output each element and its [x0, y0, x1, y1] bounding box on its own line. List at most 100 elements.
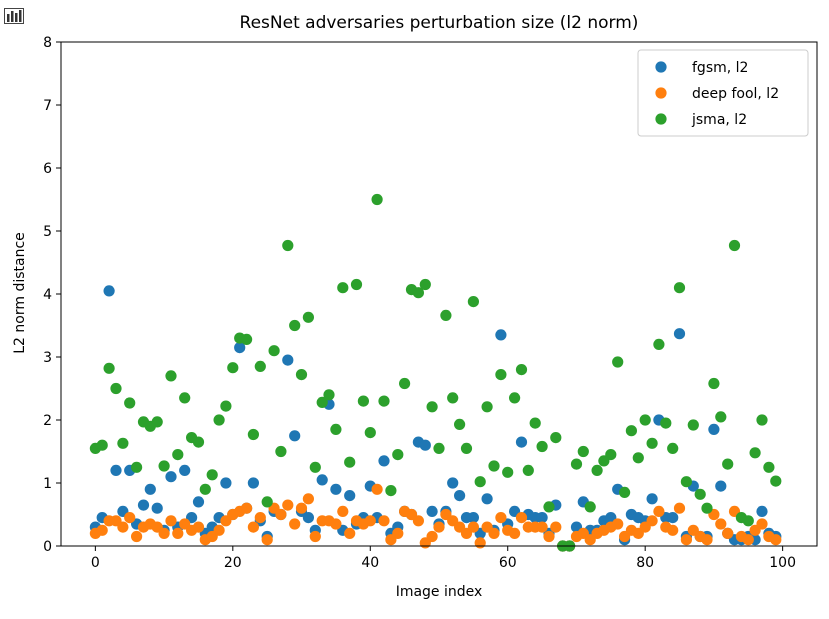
y-axis-label: L2 norm distance	[12, 232, 28, 354]
data-point	[653, 338, 665, 350]
data-point	[426, 530, 438, 543]
data-point	[302, 493, 314, 505]
data-point	[137, 499, 150, 511]
y-tick-label: 2	[43, 413, 52, 429]
y-tick-label: 0	[43, 539, 52, 555]
data-point	[673, 282, 686, 294]
data-point	[350, 278, 363, 291]
data-point	[770, 534, 782, 546]
data-point	[660, 417, 672, 429]
data-point	[103, 362, 115, 374]
data-point	[667, 524, 679, 536]
data-point	[330, 423, 342, 435]
data-point	[502, 466, 514, 478]
data-point	[687, 419, 699, 431]
data-point	[144, 483, 156, 495]
data-point	[591, 464, 603, 476]
data-point	[282, 239, 294, 252]
y-tick-label: 3	[43, 350, 52, 366]
data-point	[639, 414, 651, 426]
data-point	[199, 483, 211, 495]
data-point	[742, 534, 754, 546]
data-point	[646, 515, 658, 527]
data-point	[742, 515, 754, 527]
data-point	[481, 493, 493, 505]
data-point	[515, 511, 528, 524]
legend: fgsm, l2 deep fool, l2 jsma, l2	[637, 49, 809, 137]
x-tick-label: 80	[636, 555, 654, 571]
y-tick-label: 7	[43, 98, 52, 114]
data-point	[673, 502, 686, 514]
data-point	[392, 527, 404, 540]
data-point	[282, 354, 294, 366]
legend-marker	[655, 113, 667, 125]
data-point	[673, 328, 686, 340]
data-point	[344, 527, 356, 540]
data-point	[708, 423, 720, 435]
data-point	[474, 476, 486, 488]
data-point	[392, 449, 404, 461]
x-tick-label: 20	[224, 555, 242, 571]
data-point	[364, 427, 376, 439]
legend-label: deep fool, l2	[692, 86, 779, 102]
data-point	[96, 524, 108, 536]
data-point	[419, 278, 431, 291]
data-point	[467, 521, 479, 533]
data-point	[605, 449, 617, 461]
data-point	[529, 417, 541, 429]
data-point	[302, 311, 314, 323]
data-point	[330, 518, 342, 530]
data-point	[275, 508, 287, 521]
data-point	[508, 392, 521, 404]
data-point	[715, 411, 727, 423]
data-point	[536, 511, 548, 524]
data-point	[213, 524, 225, 536]
data-point	[247, 521, 259, 533]
data-point	[412, 515, 424, 527]
plot-area	[60, 41, 818, 552]
data-point	[172, 527, 184, 540]
data-point	[543, 501, 555, 513]
data-point	[295, 502, 308, 514]
data-point	[508, 527, 521, 540]
data-point	[158, 527, 170, 540]
data-point	[192, 521, 205, 533]
data-point	[110, 464, 122, 476]
data-point	[756, 414, 768, 426]
data-point	[96, 439, 108, 451]
data-point	[495, 511, 507, 524]
data-point	[756, 518, 768, 530]
data-point	[323, 389, 335, 401]
bar-chart-icon[interactable]	[4, 8, 24, 24]
data-point	[749, 447, 761, 459]
data-point	[701, 534, 713, 546]
x-tick-label: 40	[361, 555, 379, 571]
x-axis-label: Image index	[396, 584, 483, 600]
data-point	[344, 456, 356, 468]
chart-title: ResNet adversaries perturbation size (l2…	[240, 13, 639, 33]
data-point	[289, 518, 301, 530]
data-point	[612, 356, 624, 368]
data-point	[254, 511, 266, 524]
data-point	[426, 505, 438, 517]
data-point	[708, 377, 720, 390]
data-point	[584, 501, 596, 513]
x-tick-label: 100	[769, 555, 796, 571]
y-tick-label: 8	[43, 35, 52, 51]
data-point	[110, 382, 122, 395]
x-tick-label: 60	[499, 555, 517, 571]
data-point	[309, 461, 321, 473]
data-point	[495, 329, 507, 341]
data-point	[756, 505, 768, 517]
data-point	[220, 400, 232, 412]
legend-label: jsma, l2	[691, 112, 747, 128]
data-point	[536, 521, 548, 533]
data-point	[515, 436, 528, 448]
data-point	[481, 401, 493, 413]
data-point	[213, 414, 225, 426]
data-point	[722, 527, 734, 540]
data-point	[103, 285, 115, 297]
data-point	[275, 445, 287, 458]
data-point	[247, 477, 259, 489]
data-point	[316, 474, 328, 486]
